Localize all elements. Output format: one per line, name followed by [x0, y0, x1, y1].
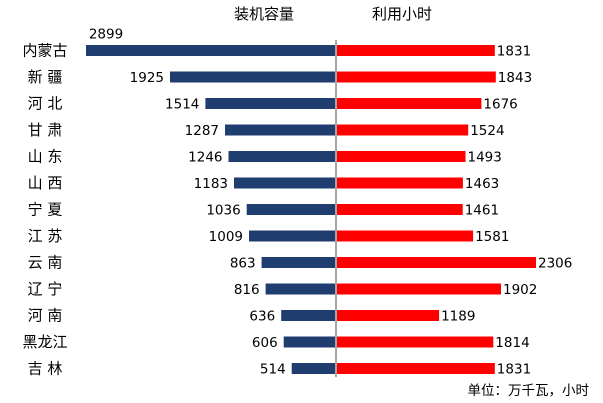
hours-value-label: 1676 [483, 97, 517, 113]
province-label: 辽 宁 [28, 280, 63, 298]
province-label: 山 西 [28, 174, 63, 192]
hours-value-label: 1831 [497, 44, 531, 60]
capacity-bar [261, 257, 336, 268]
capacity-bar [86, 45, 336, 56]
capacity-value-label: 606 [252, 335, 278, 351]
hours-bar [336, 336, 494, 348]
province-label: 黑龙江 [22, 333, 67, 351]
province-label: 内蒙古 [22, 42, 67, 60]
capacity-bar [205, 98, 336, 109]
province-label: 甘 肃 [28, 121, 63, 139]
capacity-bar [291, 363, 336, 374]
hours-value-label: 1902 [503, 282, 537, 298]
capacity-bar [228, 151, 336, 162]
hours-bar [336, 98, 482, 109]
hours-value-label: 1461 [465, 203, 499, 219]
capacity-bars [86, 45, 336, 374]
capacity-value-label: 1036 [206, 203, 240, 219]
hours-bar [336, 363, 495, 374]
capacity-value-label: 1925 [130, 70, 164, 86]
capacity-bar [283, 336, 336, 348]
hours-bar [336, 230, 474, 242]
hours-value-label: 1831 [497, 362, 531, 378]
province-label: 吉 林 [28, 360, 63, 378]
capacity-value-label: 1287 [185, 123, 219, 139]
hours-bar [336, 151, 466, 162]
capacity-value-label: 636 [249, 309, 275, 325]
province-label: 江 苏 [28, 227, 63, 245]
left-series-header: 装机容量 [234, 5, 294, 23]
hours-bar [336, 124, 469, 136]
capacity-value-label: 2899 [89, 27, 123, 43]
hours-value-label: 2306 [538, 256, 572, 272]
hours-value-label: 1843 [498, 70, 532, 86]
hours-value-labels: 1831 1843 1676 1524 1493 1463 1461 1581 23061902… [441, 44, 572, 378]
unit-note: 单位：万千瓦，小时 [468, 383, 590, 399]
capacity-bar [246, 204, 336, 215]
hours-value-label: 1463 [465, 176, 499, 192]
capacity-value-label: 514 [260, 362, 286, 378]
hours-bar [336, 71, 496, 83]
hours-value-label: 1581 [475, 229, 509, 245]
province-label: 河 北 [28, 95, 63, 113]
capacity-bar [265, 283, 336, 295]
hours-value-label: 1814 [495, 335, 529, 351]
utilization-hours-bars [336, 45, 536, 374]
capacity-value-label: 1514 [165, 97, 199, 113]
hours-value-label: 1524 [470, 123, 504, 139]
hours-bar [336, 204, 463, 215]
capacity-value-label: 1009 [209, 229, 243, 245]
capacity-value-label: 816 [234, 282, 260, 298]
hours-bar [336, 283, 501, 295]
capacity-bar [281, 310, 336, 321]
capacity-value-label: 1183 [194, 176, 228, 192]
capacity-bar [249, 230, 336, 242]
hours-bar [336, 257, 536, 268]
province-label: 新 疆 [28, 68, 63, 86]
hours-bar [336, 310, 440, 321]
capacity-value-label: 1246 [188, 150, 222, 166]
hours-value-label: 1493 [468, 150, 502, 166]
hours-bar [336, 177, 463, 189]
province-label: 云 南 [28, 254, 63, 272]
right-series-header: 利用小时 [372, 5, 432, 23]
capacity-value-label: 863 [230, 256, 256, 272]
capacity-bar [170, 71, 336, 83]
hours-value-label: 1189 [441, 309, 475, 325]
province-label: 河 南 [28, 307, 63, 325]
capacity-bar [234, 177, 336, 189]
capacity-bar [225, 124, 336, 136]
hours-bar [336, 45, 495, 56]
province-label: 山 东 [28, 148, 63, 166]
province-label: 宁 夏 [28, 201, 63, 219]
